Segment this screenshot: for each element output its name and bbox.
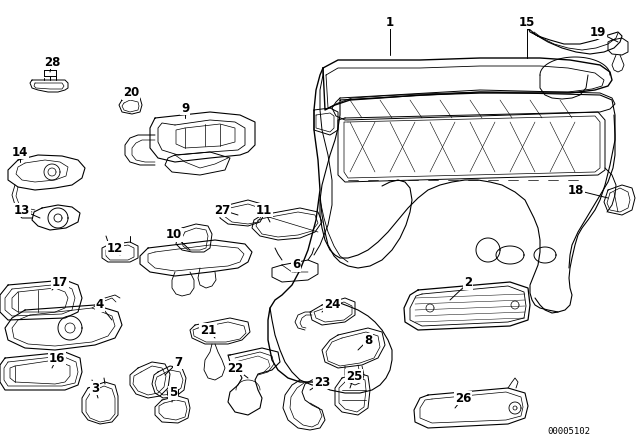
- Text: 3: 3: [91, 382, 99, 395]
- Text: 6: 6: [292, 258, 300, 271]
- Text: 22: 22: [227, 362, 243, 375]
- Text: 20: 20: [123, 86, 139, 99]
- Text: 21: 21: [200, 323, 216, 336]
- Text: 23: 23: [314, 375, 330, 388]
- Text: 18: 18: [568, 184, 584, 197]
- Text: 13: 13: [14, 203, 30, 216]
- Text: 4: 4: [96, 298, 104, 311]
- Text: 14: 14: [12, 146, 28, 159]
- Text: 27: 27: [214, 203, 230, 216]
- Text: 8: 8: [364, 333, 372, 346]
- Text: 2: 2: [464, 276, 472, 289]
- Text: 25: 25: [346, 370, 362, 383]
- Text: 12: 12: [107, 241, 123, 254]
- Text: 5: 5: [169, 387, 177, 400]
- Text: 28: 28: [44, 56, 60, 69]
- Text: 15: 15: [519, 16, 535, 29]
- Text: 1: 1: [386, 16, 394, 29]
- Text: 19: 19: [590, 26, 606, 39]
- Text: 26: 26: [455, 392, 471, 405]
- Text: 7: 7: [174, 356, 182, 369]
- Text: 24: 24: [324, 298, 340, 311]
- Text: 10: 10: [166, 228, 182, 241]
- Text: 16: 16: [49, 352, 65, 365]
- Text: 9: 9: [181, 102, 189, 115]
- Text: 00005102: 00005102: [547, 427, 590, 436]
- Text: 11: 11: [256, 203, 272, 216]
- Text: 17: 17: [52, 276, 68, 289]
